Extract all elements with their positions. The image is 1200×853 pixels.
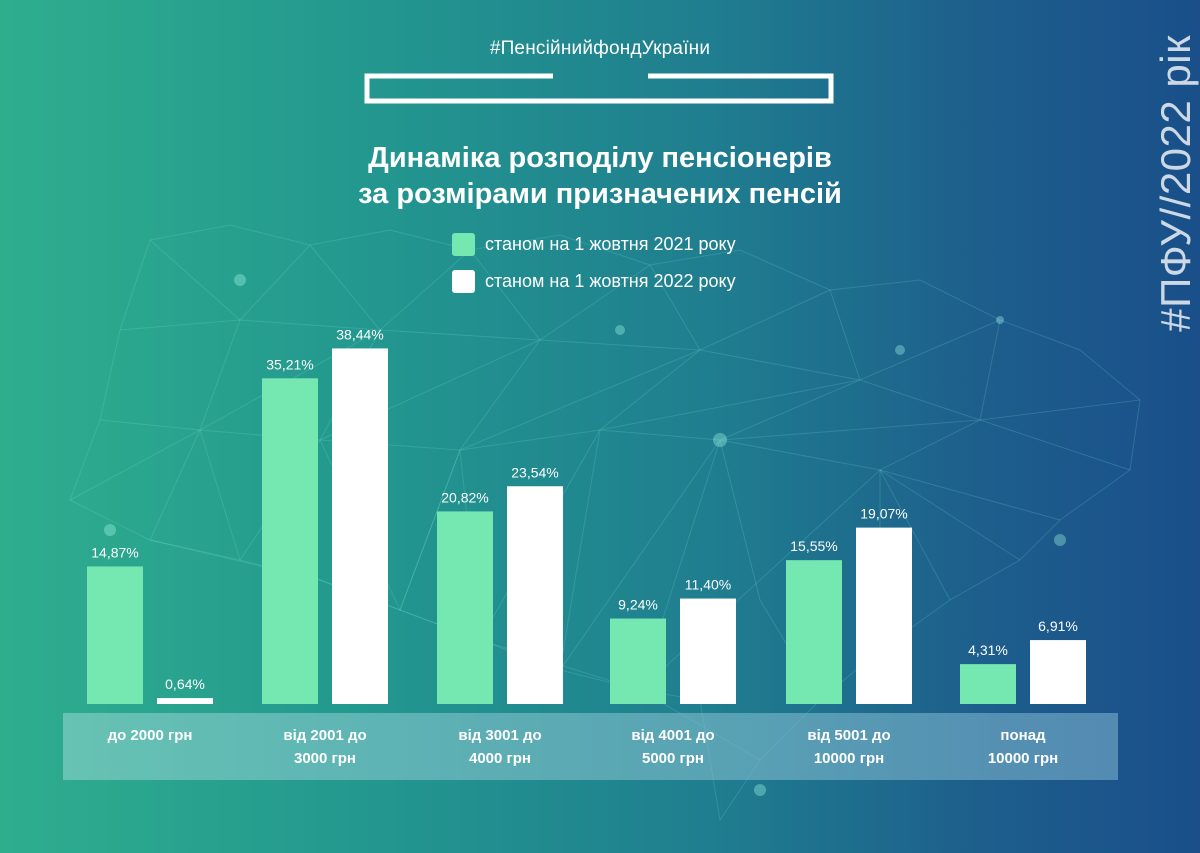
legend-label-2021: станом на 1 жовтня 2021 року <box>485 233 736 254</box>
data-label-2021-2: 20,82% <box>441 489 488 505</box>
data-label-2021-4: 15,55% <box>790 538 837 554</box>
bar-2021-2 <box>437 511 493 704</box>
category-label-4-line-0: від 5001 до <box>807 727 891 744</box>
bar-2022-5 <box>1030 640 1086 704</box>
bar-2021-5 <box>960 664 1016 704</box>
category-label-2-line-1: 4000 грн <box>468 750 531 767</box>
data-label-2022-1: 38,44% <box>336 326 383 342</box>
data-label-2021-3: 9,24% <box>618 597 658 613</box>
category-label-5-line-1: 10000 грн <box>987 750 1059 767</box>
category-label-2: від 3001 до 4000 грн <box>425 724 575 770</box>
bar-2022-0 <box>157 698 213 704</box>
data-label-2022-5: 6,91% <box>1038 618 1078 634</box>
data-label-2021-1: 35,21% <box>266 356 313 372</box>
legend-item-2022: станом на 1 жовтня 2022 року <box>452 269 736 293</box>
legend-swatch-2021 <box>452 232 475 256</box>
data-label-2022-3: 11,40% <box>685 577 731 593</box>
category-label-3: від 4001 до 5000 грн <box>598 724 748 770</box>
category-label-0-line-0: до 2000 грн <box>107 727 193 744</box>
hashtag-header: #ПенсійнийфондУкраїни <box>489 38 711 59</box>
category-label-1: від 2001 до 3000 грн <box>250 724 400 770</box>
chart-title-line-2: за розмірами призначених пенсій <box>358 178 842 210</box>
chart-title-line-1: Динаміка розподілу пенсіонерів <box>368 142 832 174</box>
category-label-2-line-0: від 3001 до <box>458 727 542 744</box>
legend-label-2022: станом на 1 жовтня 2022 року <box>485 270 736 291</box>
data-label-2022-4: 19,07% <box>860 506 907 522</box>
category-label-3-line-1: 5000 грн <box>641 750 704 767</box>
bar-2021-0 <box>87 566 143 704</box>
chart-legend: станом на 1 жовтня 2021 року станом на 1… <box>452 232 736 306</box>
chart-title: Динаміка розподілу пенсіонерів за розмір… <box>0 140 1200 212</box>
category-label-1-line-0: від 2001 до <box>283 727 367 744</box>
legend-item-2021: станом на 1 жовтня 2021 року <box>452 232 736 256</box>
data-label-2022-2: 23,54% <box>511 464 558 480</box>
legend-swatch-2022 <box>452 269 475 293</box>
bar-2021-1 <box>262 378 318 704</box>
bar-2022-2 <box>507 486 563 704</box>
category-label-1-line-1: 3000 грн <box>293 750 356 767</box>
category-label-4-line-1: 10000 грн <box>813 750 885 767</box>
bar-2022-1 <box>332 348 388 704</box>
bar-2021-4 <box>786 560 842 704</box>
data-label-2022-0: 0,64% <box>165 676 205 692</box>
category-label-0: до 2000 грн <box>75 724 225 747</box>
bar-2021-3 <box>610 618 666 704</box>
category-label-3-line-0: від 4001 до <box>631 727 715 744</box>
bar-2022-4 <box>856 527 912 704</box>
category-label-5-line-0: понад <box>1000 727 1046 744</box>
category-label-4: від 5001 до 10000 грн <box>774 724 924 770</box>
data-label-2021-5: 4,31% <box>968 642 1008 658</box>
bar-2022-3 <box>680 598 736 704</box>
category-axis-band <box>63 713 1118 780</box>
category-label-5: понад 10000 грн <box>948 724 1098 770</box>
data-label-2021-0: 14,87% <box>91 544 138 560</box>
